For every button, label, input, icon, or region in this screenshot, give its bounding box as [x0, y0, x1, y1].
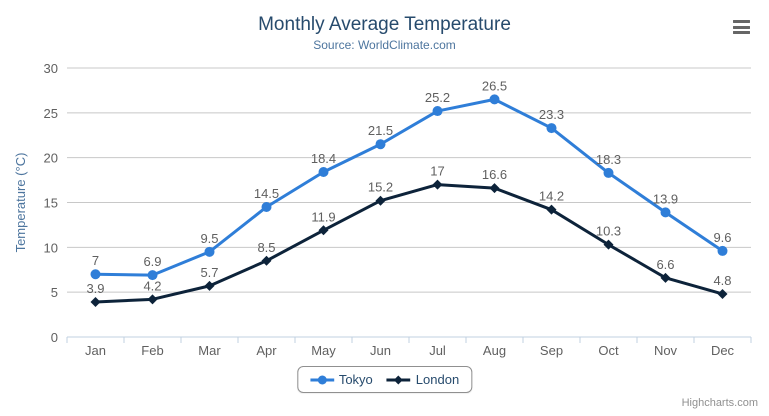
- y-axis-label: 30: [44, 61, 58, 76]
- data-point[interactable]: [375, 195, 386, 206]
- y-axis-title: Temperature (°C): [13, 153, 28, 253]
- data-label: 11.9: [311, 209, 335, 224]
- data-point[interactable]: [717, 245, 728, 256]
- data-point[interactable]: [546, 123, 557, 134]
- x-axis-label: Jul: [429, 343, 446, 358]
- legend: Tokyo London: [296, 366, 473, 393]
- chart-title: Monthly Average Temperature: [258, 14, 511, 35]
- data-label: 9.5: [200, 231, 218, 246]
- data-label: 7: [92, 253, 99, 268]
- x-axis-label: Mar: [198, 343, 221, 358]
- data-point[interactable]: [432, 106, 443, 117]
- data-label: 6.9: [143, 254, 161, 269]
- data-label: 4.8: [713, 273, 731, 288]
- data-point[interactable]: [717, 288, 728, 299]
- x-axis-label: Aug: [483, 343, 506, 358]
- data-point[interactable]: [318, 167, 329, 178]
- data-point[interactable]: [318, 225, 329, 236]
- data-label: 23.3: [539, 107, 564, 122]
- data-label: 16.6: [482, 167, 507, 182]
- data-point[interactable]: [546, 204, 557, 215]
- data-label: 13.9: [653, 191, 678, 206]
- data-point[interactable]: [489, 94, 500, 105]
- data-label: 10.3: [596, 224, 621, 239]
- data-label: 14.5: [254, 186, 279, 201]
- circle-marker-icon: [309, 375, 334, 384]
- data-label: 4.2: [143, 278, 161, 293]
- x-axis-label: Dec: [711, 343, 735, 358]
- x-axis-label: Nov: [654, 343, 678, 358]
- data-label: 26.5: [482, 78, 507, 93]
- series-line-london[interactable]: [94, 183, 724, 304]
- y-axis-label: 10: [44, 240, 58, 255]
- data-point[interactable]: [489, 183, 500, 194]
- data-point[interactable]: [660, 207, 671, 218]
- credits-link[interactable]: Highcharts.com: [681, 397, 758, 409]
- data-point[interactable]: [603, 167, 614, 178]
- data-point[interactable]: [375, 139, 386, 150]
- data-label: 3.9: [86, 281, 104, 296]
- data-point[interactable]: [204, 246, 215, 257]
- data-label: 21.5: [368, 123, 393, 138]
- data-label: 8.5: [257, 240, 275, 255]
- data-point[interactable]: [147, 270, 158, 281]
- data-point[interactable]: [204, 280, 215, 291]
- legend-item-tokyo[interactable]: Tokyo: [309, 372, 373, 387]
- x-axis-label: Sep: [540, 343, 563, 358]
- data-label: 15.2: [368, 180, 393, 195]
- data-label: 17: [430, 164, 444, 179]
- chart-subtitle: Source: WorldClimate.com: [313, 38, 456, 52]
- legend-label: Tokyo: [338, 372, 373, 387]
- data-point[interactable]: [90, 297, 101, 308]
- y-axis-label: 0: [51, 330, 58, 345]
- y-axis-label: 5: [51, 285, 58, 300]
- x-axis-label: Oct: [598, 343, 619, 358]
- data-point[interactable]: [147, 294, 158, 305]
- x-axis-label: Jan: [85, 343, 106, 358]
- data-point[interactable]: [261, 201, 272, 212]
- legend-item-london[interactable]: London: [386, 372, 460, 387]
- data-label: 25.2: [425, 90, 450, 105]
- data-label: 18.4: [311, 151, 336, 166]
- hamburger-icon: [733, 20, 750, 34]
- data-point[interactable]: [432, 179, 443, 190]
- y-axis-label: 15: [44, 196, 58, 211]
- series-line-tokyo[interactable]: [94, 97, 724, 277]
- data-label: 5.7: [200, 265, 218, 280]
- y-axis-label: 20: [44, 151, 58, 166]
- data-point[interactable]: [603, 239, 614, 250]
- data-point[interactable]: [261, 255, 272, 266]
- legend-label: London: [415, 372, 460, 387]
- data-label: 9.6: [713, 230, 731, 245]
- y-axis-label: 25: [44, 106, 58, 121]
- data-label: 18.3: [596, 152, 621, 167]
- diamond-marker-icon: [386, 375, 411, 384]
- data-label: 14.2: [539, 189, 564, 204]
- data-point[interactable]: [660, 272, 671, 283]
- x-axis-label: Apr: [256, 343, 277, 358]
- x-axis-label: Feb: [141, 343, 163, 358]
- data-point[interactable]: [90, 269, 101, 280]
- data-label: 6.6: [656, 257, 674, 272]
- x-axis-label: May: [311, 343, 336, 358]
- context-menu-button[interactable]: [731, 18, 752, 36]
- x-axis-label: Jun: [370, 343, 391, 358]
